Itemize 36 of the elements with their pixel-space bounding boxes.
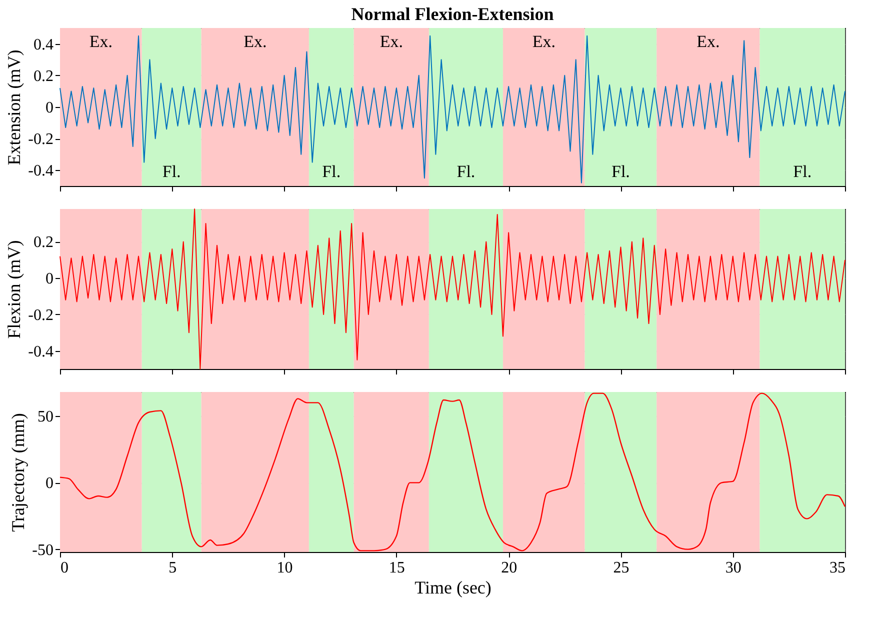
y-tick-label: -50 — [32, 542, 54, 559]
x-tick-label: 10 — [276, 560, 293, 576]
x-tick-label: 25 — [613, 560, 630, 576]
x-tick-label: 15 — [388, 560, 405, 576]
x-axis-title: Time (sec) — [414, 578, 492, 598]
y-axis-title: Extension (mV) — [4, 50, 24, 166]
x-tick-label: 30 — [725, 560, 742, 576]
x-tick-label: 35 — [830, 560, 846, 576]
chart-title: Normal Flexion-Extension — [351, 4, 554, 24]
line-series — [60, 35, 846, 184]
y-tick-label: 0.4 — [34, 36, 54, 54]
x-tick-label: 0 — [60, 560, 68, 576]
y-tick-label: 50 — [38, 408, 54, 426]
band-label: Fl. — [162, 162, 181, 181]
y-axis-title: Flexion (mV) — [4, 240, 24, 339]
y-tick-label: 0.2 — [34, 68, 54, 85]
y-tick-label: -0.2 — [28, 306, 54, 324]
y-tick-label: 0.2 — [34, 234, 54, 252]
band-label: Fl. — [793, 162, 812, 181]
x-tick-label: 20 — [501, 560, 518, 576]
x-tick-label: 5 — [168, 560, 177, 576]
band-label: Ex. — [380, 32, 403, 51]
band-label: Fl. — [611, 162, 630, 181]
y-tick-label: -0.2 — [28, 131, 54, 148]
band-label: Fl. — [456, 162, 476, 181]
band-label: Ex. — [532, 32, 556, 51]
band-label: Ex. — [244, 32, 267, 51]
y-tick-label: -0.4 — [28, 162, 54, 180]
band-label: Fl. — [322, 162, 341, 181]
y-tick-label: 0 — [46, 475, 54, 492]
band-label: Ex. — [89, 32, 112, 51]
y-tick-label: 0 — [46, 270, 54, 288]
y-tick-label: 0 — [46, 100, 54, 116]
band-label: Ex. — [696, 32, 720, 51]
y-axis-title: Trajectory (mm) — [8, 413, 28, 532]
y-tick-label: -0.4 — [28, 343, 54, 360]
